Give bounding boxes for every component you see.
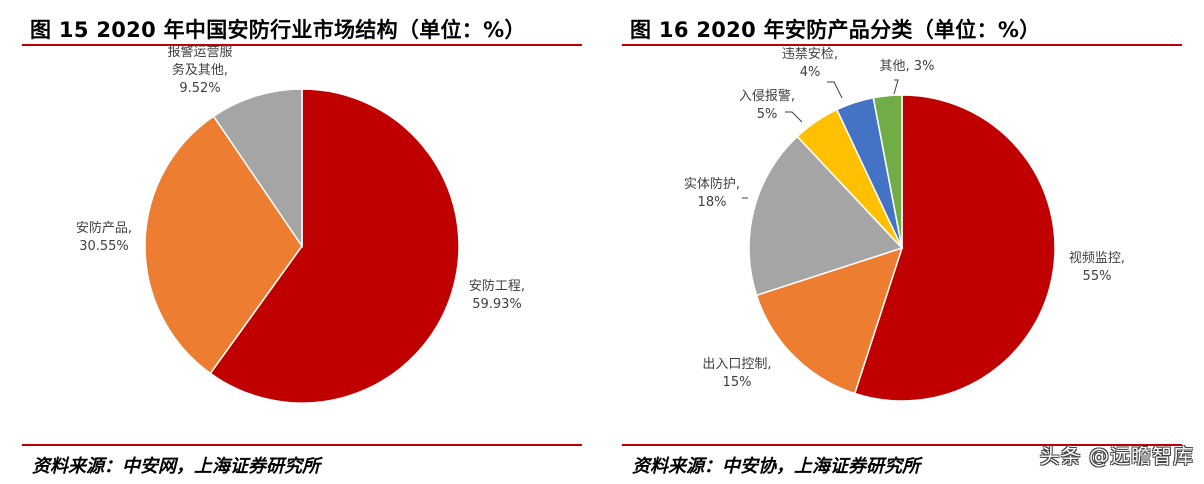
pie-slice xyxy=(209,88,460,404)
pie-slice-label: 实体防护, 18% xyxy=(684,176,740,210)
source-rule xyxy=(622,444,1182,446)
figure-16-title: 图 16 2020 年安防产品分类（单位：%） xyxy=(630,18,1041,42)
label-leader-line xyxy=(827,81,843,99)
pie-slice-label: 报警运营服务及其他, 9.52% xyxy=(167,44,232,96)
pie-slice xyxy=(748,135,904,297)
pie-slice-label: 违禁安检, 4% xyxy=(782,47,838,80)
pie-slice xyxy=(853,94,1056,402)
figure-15-panel: 图 15 2020 年中国安防行业市场结构（单位：%） 安防工程, 59.93% 安… xyxy=(22,0,582,484)
pie-chart-product-categories: 视频监控, 55% 出入口控制, 15% 实体防护, 18% 入侵报警, 5% 违禁安检, 4% 其… xyxy=(684,47,1125,402)
pie-slice-label: 安防工程, 59.93% xyxy=(469,278,525,312)
figure-15-title: 图 15 2020 年中国安防行业市场结构（单位：%） xyxy=(30,18,526,42)
title-rule xyxy=(22,44,582,46)
pie-slice xyxy=(755,246,904,395)
pie-slice-label: 出入口控制, 15% xyxy=(702,357,771,390)
pie-slice xyxy=(212,88,303,249)
label-leader-line xyxy=(785,111,803,123)
pie-slice xyxy=(144,115,303,375)
figure-16-source: 资料来源：中安协，上海证券研究所 xyxy=(632,456,920,477)
title-rule xyxy=(622,44,1182,46)
pie-chart-market-structure: 安防工程, 59.93% 安防产品, 30.55% 报警运营服务及其他, 9.52% xyxy=(76,44,525,404)
pie-slice-label: 视频监控, 55% xyxy=(1069,251,1125,284)
figure-16-panel: 图 16 2020 年安防产品分类（单位：%） 视频监控, 55% 出入口控制, 15… xyxy=(622,0,1182,484)
source-rule xyxy=(22,444,582,446)
pie-slice-label: 安防产品, 30.55% xyxy=(76,220,132,254)
watermark: 头条 @远瞻智库 xyxy=(1039,444,1194,468)
pie-slice xyxy=(872,94,903,249)
label-leader-line xyxy=(893,79,899,95)
pie-slice-label: 其他, 3% xyxy=(880,59,935,74)
figure-15-source: 资料来源：中安网，上海证券研究所 xyxy=(32,456,320,477)
pie-slice-label: 入侵报警, 5% xyxy=(739,88,795,122)
